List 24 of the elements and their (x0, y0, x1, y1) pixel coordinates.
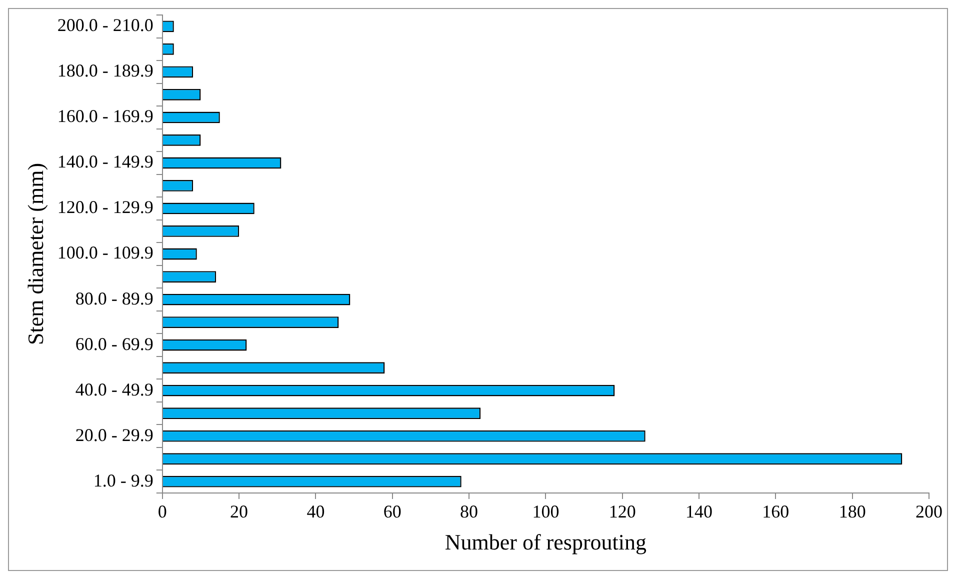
y-tick-label: 200.0 - 210.0 (57, 15, 154, 36)
x-tick-label: 80 (460, 502, 478, 522)
y-tick-label: 60.0 - 69.9 (75, 334, 154, 354)
y-tick-label: 140.0 - 149.9 (57, 152, 154, 172)
x-tick-label: 120 (608, 502, 636, 522)
y-tick-label: 120.0 - 129.9 (57, 197, 154, 218)
x-tick-label: 0 (158, 502, 167, 522)
y-tick-label: 80.0 - 89.9 (75, 288, 154, 308)
y-axis-title: Stem diameter (mm) (22, 162, 48, 346)
x-axis-title: Number of resprouting (444, 530, 647, 555)
x-tick-label: 60 (383, 502, 402, 522)
y-tick-label: 40.0 - 49.9 (75, 379, 154, 400)
y-tick-label: 100.0 - 109.9 (57, 242, 154, 263)
x-tick-label: 20 (230, 502, 248, 522)
x-tick-label: 40 (306, 502, 325, 522)
y-tick-label: 1.0 - 9.9 (93, 470, 154, 490)
y-tick-label: 160.0 - 169.9 (57, 106, 154, 126)
x-tick-label: 160 (762, 502, 790, 522)
y-tick-label: 180.0 - 189.9 (57, 60, 154, 81)
x-tick-label: 200 (916, 502, 942, 522)
x-tick-label: 140 (686, 502, 713, 522)
y-tick-label: 20.0 - 29.9 (75, 424, 154, 445)
x-tick-label: 100 (532, 502, 560, 522)
x-tick-label: 180 (838, 502, 866, 522)
